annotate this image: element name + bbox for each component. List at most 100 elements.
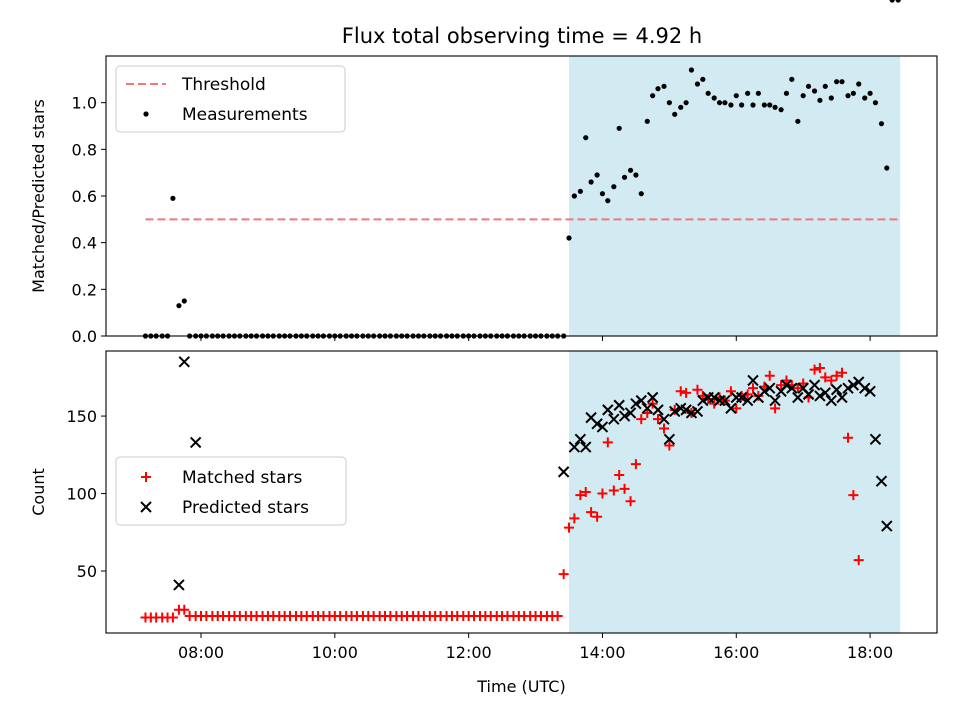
top-ytick-label: 1.0 — [72, 94, 97, 113]
measurement-point — [611, 184, 617, 190]
top-legend-box — [115, 65, 346, 133]
measurement-point — [761, 102, 767, 108]
measurement-point — [678, 104, 684, 110]
predicted-star-point — [635, 394, 647, 407]
measurement-point — [895, 0, 901, 3]
predicted-star-point — [669, 405, 681, 418]
predicted-star-point — [780, 379, 793, 391]
predicted-star-point — [630, 397, 642, 410]
predicted-star-point — [652, 404, 664, 416]
measurement-point — [778, 107, 784, 113]
bottom-ytick-label: 100 — [66, 485, 97, 504]
measurement-point — [170, 195, 176, 201]
measurement-point — [577, 188, 583, 194]
predicted-star-point — [758, 385, 771, 397]
matched-star-point — [608, 485, 619, 496]
predicted-star-point — [792, 391, 804, 404]
top-plot: 0.0 0.2 0.4 0.6 0.8 1.0 Matched/Predicted star… — [29, 0, 938, 346]
measurement-point — [650, 93, 656, 99]
matched-star-point — [558, 569, 569, 580]
measurement-point — [862, 95, 868, 101]
matched-star-point — [831, 370, 842, 381]
measurement-point — [661, 83, 667, 89]
matched-star-point — [179, 604, 190, 615]
predicted-star-point — [735, 391, 748, 404]
matched-star-point — [636, 414, 647, 425]
matched-star-point — [552, 610, 563, 621]
measurement-point — [834, 79, 840, 85]
matched-star-point — [809, 364, 820, 375]
measurement-point — [694, 81, 701, 87]
top-highlight-span — [569, 56, 901, 336]
measurement-point — [722, 100, 728, 106]
matched-star-point — [614, 469, 625, 480]
matched-star-point — [675, 386, 686, 397]
measurement-point — [800, 93, 806, 99]
measurement-point — [672, 111, 678, 117]
measurement-point — [616, 125, 622, 131]
bottom-ylabel: Count — [29, 468, 48, 516]
predicted-star-point — [842, 382, 854, 394]
matched-star-point — [619, 483, 630, 494]
matched-star-point — [625, 496, 636, 507]
predicted-star-point — [814, 390, 826, 402]
measurement-point — [878, 121, 885, 127]
predicted-star-point — [802, 388, 815, 401]
measurement-point — [605, 198, 611, 204]
measurement-point — [733, 93, 739, 99]
measurement-point — [181, 298, 187, 304]
predicted-star-point — [613, 399, 625, 411]
measurement-point — [571, 193, 577, 199]
measurement-point — [621, 174, 628, 180]
legend-measurements-label: Measurements — [182, 105, 308, 125]
matched-star-point — [597, 488, 608, 499]
legend-threshold-label: Threshold — [181, 75, 266, 95]
predicted-star-point — [825, 394, 837, 407]
measurement-point — [889, 0, 895, 3]
predicted-star-point — [691, 405, 704, 418]
measurement-point — [884, 165, 890, 171]
bottom-xtick-label: 18:00 — [847, 643, 893, 662]
matched-star-point — [592, 511, 603, 522]
predicted-star-point — [608, 413, 620, 425]
measurement-point — [872, 100, 879, 106]
measurement-point — [850, 90, 856, 96]
top-ylabel: Matched/Predicted stars — [29, 99, 48, 293]
measurement-point — [745, 90, 751, 96]
predicted-star-point — [596, 421, 609, 433]
top-ytick-label: 0.6 — [72, 187, 97, 206]
measurement-point — [655, 86, 661, 92]
bottom-xtick-label: 16:00 — [713, 643, 759, 662]
bottom-xtick-label: 14:00 — [579, 643, 625, 662]
matched-star-point — [764, 370, 775, 381]
predicted-star-point — [830, 384, 843, 396]
measurement-point — [772, 104, 778, 110]
predicted-star-point — [741, 394, 754, 407]
top-ytick-label: 0.4 — [72, 234, 97, 253]
predicted-star-point — [747, 374, 759, 387]
predicted-star-point — [764, 382, 776, 394]
matched-star-point — [564, 522, 575, 533]
measurement-point — [566, 235, 572, 241]
matched-star-point — [692, 384, 703, 395]
legend-predicted-swatch — [140, 501, 152, 513]
matched-star-point — [725, 386, 736, 397]
measurement-point — [805, 83, 812, 89]
matched-star-point — [748, 383, 759, 394]
bottom-legend-box — [115, 456, 347, 526]
matched-star-point — [681, 387, 692, 398]
measurement-point — [594, 172, 600, 178]
predicted-star-point — [557, 466, 570, 478]
predicted-star-point — [624, 407, 637, 419]
predicted-star-point — [658, 413, 670, 425]
bottom-ytick-label: 150 — [66, 407, 97, 426]
matched-star-point — [776, 380, 787, 391]
legend-matched-swatch — [141, 472, 151, 482]
chart-title: Flux total observing time = 4.92 h — [342, 24, 702, 48]
measurement-point — [811, 88, 818, 94]
measurement-point — [767, 102, 773, 108]
measurement-point — [822, 83, 828, 89]
matched-star-point — [814, 363, 825, 374]
predicted-star-point — [580, 441, 592, 453]
predicted-star-point — [173, 579, 185, 591]
